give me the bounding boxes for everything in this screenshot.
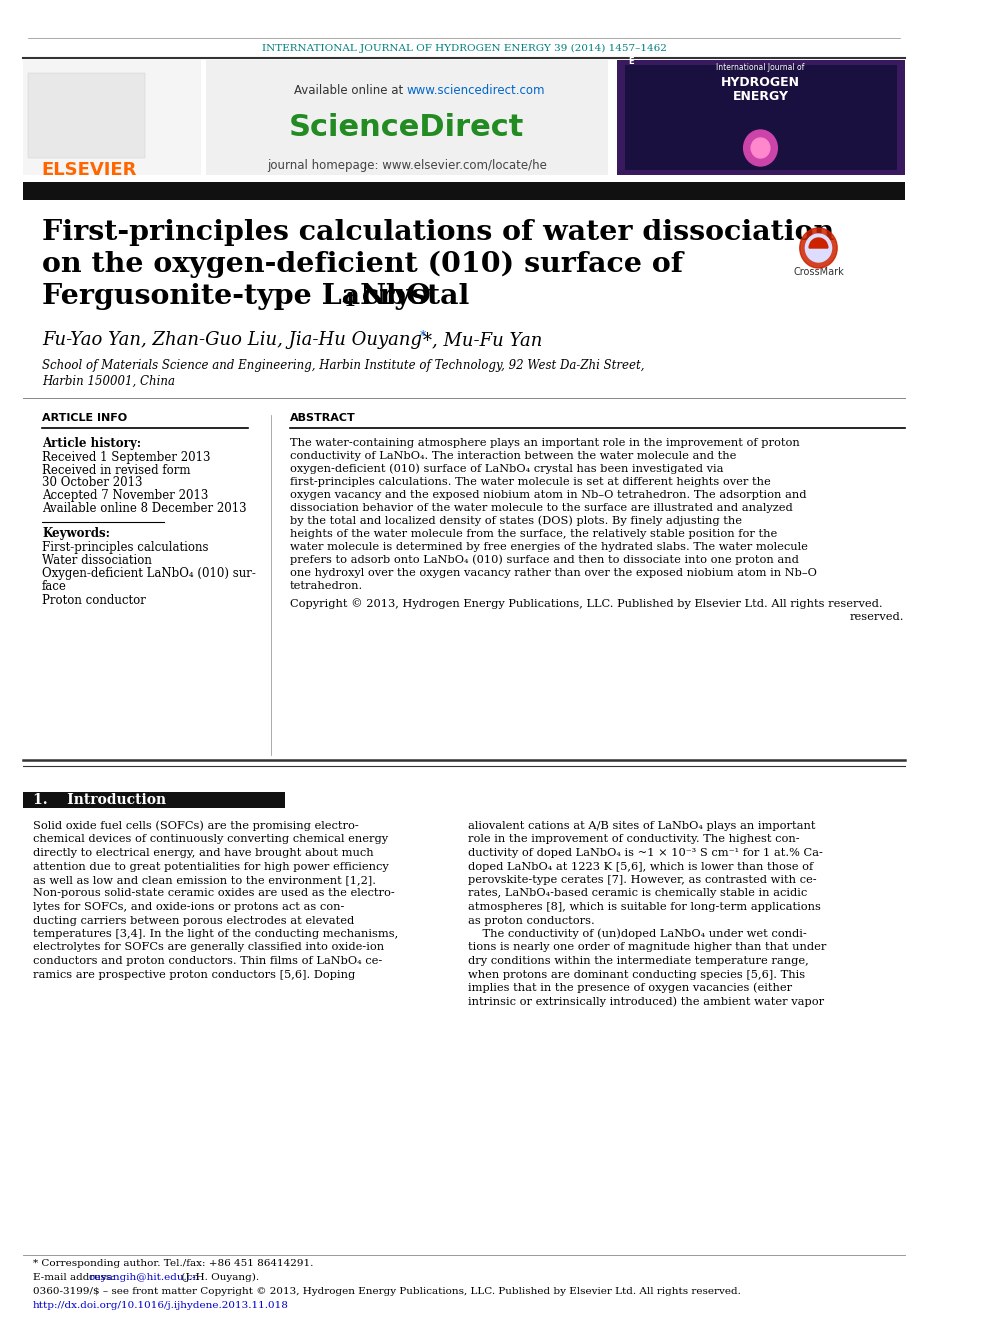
Text: dissociation behavior of the water molecule to the surface are illustrated and a: dissociation behavior of the water molec… [290, 503, 793, 513]
Text: * Corresponding author. Tel./fax: +86 451 86414291.: * Corresponding author. Tel./fax: +86 45… [33, 1258, 313, 1267]
Text: Keywords:: Keywords: [42, 528, 110, 541]
Text: first-principles calculations. The water molecule is set at different heights ov: first-principles calculations. The water… [290, 478, 771, 487]
Text: E: E [629, 57, 634, 66]
Circle shape [751, 138, 770, 157]
Text: The water-containing atmosphere plays an important role in the improvement of pr: The water-containing atmosphere plays an… [290, 438, 800, 448]
Text: *: * [420, 329, 427, 343]
Text: HYDROGEN: HYDROGEN [721, 75, 800, 89]
Text: chemical devices of continuously converting chemical energy: chemical devices of continuously convert… [33, 835, 388, 844]
Text: ScienceDirect: ScienceDirect [290, 114, 525, 143]
Text: Fergusonite-type LaNbO: Fergusonite-type LaNbO [42, 283, 431, 310]
Text: temperatures [3,4]. In the light of the conducting mechanisms,: temperatures [3,4]. In the light of the … [33, 929, 398, 939]
Text: when protons are dominant conducting species [5,6]. This: when protons are dominant conducting spe… [467, 970, 805, 979]
Text: perovskite-type cerates [7]. However, as contrasted with ce-: perovskite-type cerates [7]. However, as… [467, 875, 816, 885]
Wedge shape [809, 238, 828, 247]
Text: prefers to adsorb onto LaNbO₄ (010) surface and then to dissociate into one prot: prefers to adsorb onto LaNbO₄ (010) surf… [290, 554, 799, 565]
Circle shape [806, 234, 831, 262]
Text: E-mail address:: E-mail address: [33, 1273, 118, 1282]
Text: by the total and localized density of states (DOS) plots. By finely adjusting th: by the total and localized density of st… [290, 516, 742, 527]
Text: Harbin 150001, China: Harbin 150001, China [42, 374, 176, 388]
Circle shape [744, 130, 778, 165]
Text: aliovalent cations at A/B sites of LaNbO₄ plays an important: aliovalent cations at A/B sites of LaNbO… [467, 822, 815, 831]
Text: Solid oxide fuel cells (SOFCs) are the promising electro-: Solid oxide fuel cells (SOFCs) are the p… [33, 820, 358, 831]
Text: ARTICLE INFO: ARTICLE INFO [42, 413, 127, 423]
Text: intrinsic or extrinsically introduced) the ambient water vapor: intrinsic or extrinsically introduced) t… [467, 996, 823, 1007]
Text: ducting carriers between porous electrodes at elevated: ducting carriers between porous electrod… [33, 916, 354, 926]
Text: journal homepage: www.elsevier.com/locate/he: journal homepage: www.elsevier.com/locat… [267, 159, 547, 172]
Text: as well as low and clean emission to the environment [1,2].: as well as low and clean emission to the… [33, 875, 376, 885]
Text: http://dx.doi.org/10.1016/j.ijhydene.2013.11.018: http://dx.doi.org/10.1016/j.ijhydene.201… [33, 1301, 289, 1310]
Text: School of Materials Science and Engineering, Harbin Institute of Technology, 92 : School of Materials Science and Engineer… [42, 360, 645, 373]
Bar [617, 60, 905, 175]
Text: ductivity of doped LaNbO₄ is ~1 × 10⁻³ S cm⁻¹ for 1 at.% Ca-: ductivity of doped LaNbO₄ is ~1 × 10⁻³ S… [467, 848, 822, 859]
Text: First-principles calculations: First-principles calculations [42, 541, 208, 554]
Text: Copyright © 2013, Hydrogen Energy Publications, LLC. Published by Elsevier Ltd. : Copyright © 2013, Hydrogen Energy Public… [290, 598, 883, 610]
Text: directly to electrical energy, and have brought about much: directly to electrical energy, and have … [33, 848, 373, 859]
Text: 1.    Introduction: 1. Introduction [33, 792, 166, 807]
Text: The conductivity of (un)doped LaNbO₄ under wet condi-: The conductivity of (un)doped LaNbO₄ und… [467, 929, 806, 939]
Text: Proton conductor: Proton conductor [42, 594, 146, 606]
Text: doped LaNbO₄ at 1223 K [5,6], which is lower than those of: doped LaNbO₄ at 1223 K [5,6], which is l… [467, 861, 813, 872]
Text: face: face [42, 581, 67, 594]
Bar [24, 183, 905, 200]
Text: tions is nearly one order of magnitude higher than that under: tions is nearly one order of magnitude h… [467, 942, 826, 953]
Text: Water dissociation: Water dissociation [42, 554, 152, 568]
FancyBboxPatch shape [205, 60, 608, 175]
Text: 30 October 2013: 30 October 2013 [42, 475, 143, 488]
Text: crystal: crystal [352, 283, 469, 310]
Text: rates, LaNbO₄-based ceramic is chemically stable in acidic: rates, LaNbO₄-based ceramic is chemicall… [467, 889, 806, 898]
Text: conductors and proton conductors. Thin films of LaNbO₄ ce-: conductors and proton conductors. Thin f… [33, 957, 382, 966]
Text: First-principles calculations of water dissociation: First-principles calculations of water d… [42, 218, 834, 246]
Text: Received in revised form: Received in revised form [42, 463, 190, 476]
Text: water molecule is determined by free energies of the hydrated slabs. The water m: water molecule is determined by free ene… [290, 542, 807, 552]
Text: as proton conductors.: as proton conductors. [467, 916, 594, 926]
Text: lytes for SOFCs, and oxide-ions or protons act as con-: lytes for SOFCs, and oxide-ions or proto… [33, 902, 344, 912]
Text: ABSTRACT: ABSTRACT [290, 413, 356, 423]
Text: ELSEVIER: ELSEVIER [42, 161, 137, 179]
Text: Received 1 September 2013: Received 1 September 2013 [42, 451, 210, 463]
Text: oxygen-deficient (010) surface of LaNbO₄ crystal has been investigated via: oxygen-deficient (010) surface of LaNbO₄… [290, 464, 723, 474]
Text: heights of the water molecule from the surface, the relatively stable position f: heights of the water molecule from the s… [290, 529, 777, 538]
Text: Oxygen-deficient LaNbO₄ (010) sur-: Oxygen-deficient LaNbO₄ (010) sur- [42, 568, 256, 581]
Text: oxygen vacancy and the exposed niobium atom in Nb–O tetrahedron. The adsorption : oxygen vacancy and the exposed niobium a… [290, 490, 806, 500]
Text: ouyangih@hit.edu.cn: ouyangih@hit.edu.cn [89, 1273, 200, 1282]
Text: Accepted 7 November 2013: Accepted 7 November 2013 [42, 488, 208, 501]
Text: implies that in the presence of oxygen vacancies (either: implies that in the presence of oxygen v… [467, 983, 792, 994]
Text: ENERGY: ENERGY [732, 90, 789, 102]
Bar [28, 73, 145, 157]
Text: one hydroxyl over the oxygen vacancy rather than over the exposed niobium atom i: one hydroxyl over the oxygen vacancy rat… [290, 568, 816, 578]
Text: INTERNATIONAL JOURNAL OF HYDROGEN ENERGY 39 (2014) 1457–1462: INTERNATIONAL JOURNAL OF HYDROGEN ENERGY… [262, 44, 667, 53]
Text: role in the improvement of conductivity. The highest con-: role in the improvement of conductivity.… [467, 835, 800, 844]
Text: Non-porous solid-state ceramic oxides are used as the electro-: Non-porous solid-state ceramic oxides ar… [33, 889, 395, 898]
Text: Fu-Yao Yan, Zhan-Guo Liu, Jia-Hu Ouyang: Fu-Yao Yan, Zhan-Guo Liu, Jia-Hu Ouyang [42, 331, 422, 349]
Text: www.sciencedirect.com: www.sciencedirect.com [407, 83, 546, 97]
Text: International Journal of: International Journal of [716, 64, 805, 73]
Text: tetrahedron.: tetrahedron. [290, 581, 363, 591]
Text: attention due to great potentialities for high power efficiency: attention due to great potentialities fo… [33, 861, 389, 872]
Text: (J.-H. Ouyang).: (J.-H. Ouyang). [178, 1273, 259, 1282]
Circle shape [800, 228, 837, 269]
Bar [625, 65, 897, 169]
Text: conductivity of LaNbO₄. The interaction between the water molecule and the: conductivity of LaNbO₄. The interaction … [290, 451, 736, 460]
Text: on the oxygen-deficient (010) surface of: on the oxygen-deficient (010) surface of [42, 250, 683, 278]
Text: Article history:: Article history: [42, 437, 141, 450]
Text: reserved.: reserved. [850, 613, 905, 622]
Text: 4: 4 [341, 292, 355, 310]
Text: electrolytes for SOFCs are generally classified into oxide-ion: electrolytes for SOFCs are generally cla… [33, 942, 384, 953]
Text: *, Mu-Fu Yan: *, Mu-Fu Yan [423, 331, 543, 349]
Text: atmospheres [8], which is suitable for long-term applications: atmospheres [8], which is suitable for l… [467, 902, 820, 912]
Text: ramics are prospective proton conductors [5,6]. Doping: ramics are prospective proton conductors… [33, 970, 355, 979]
Bar [24, 60, 201, 175]
Text: Available online 8 December 2013: Available online 8 December 2013 [42, 501, 247, 515]
Text: CrossMark: CrossMark [794, 267, 844, 277]
Text: dry conditions within the intermediate temperature range,: dry conditions within the intermediate t… [467, 957, 808, 966]
Text: 0360-3199/$ – see front matter Copyright © 2013, Hydrogen Energy Publications, L: 0360-3199/$ – see front matter Copyright… [33, 1286, 741, 1295]
Bar [24, 792, 286, 808]
Text: Available online at: Available online at [294, 83, 407, 97]
